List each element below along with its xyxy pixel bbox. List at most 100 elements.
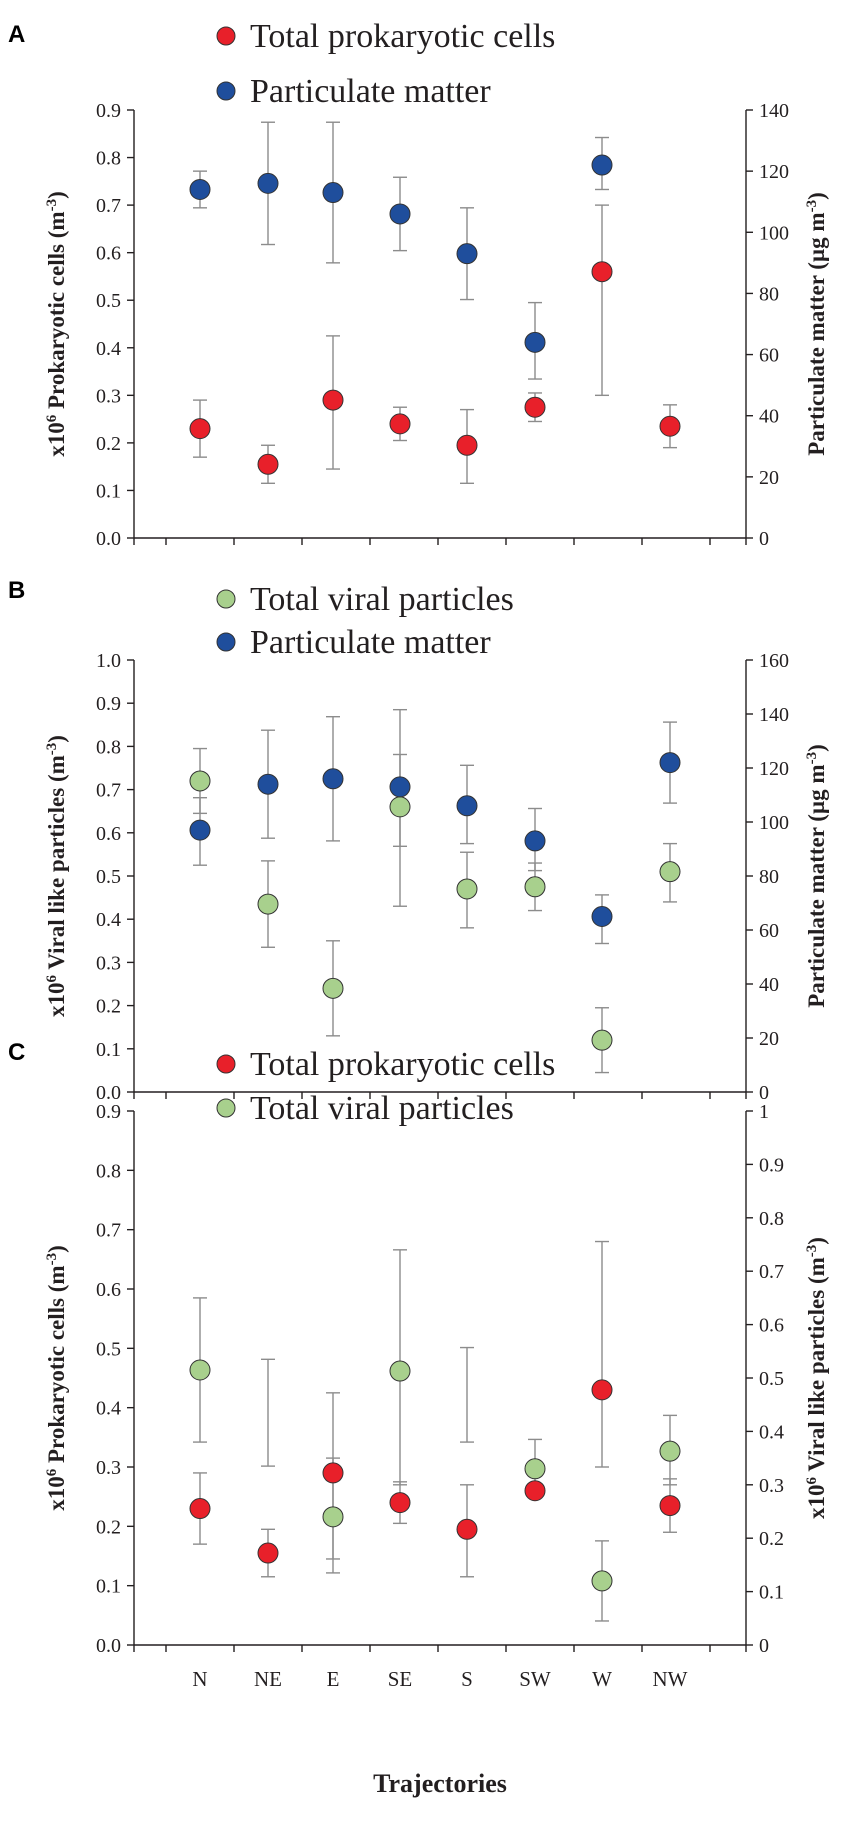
y-tick-label-left: 0.3 [96, 952, 121, 974]
chart-panel-b: B Total viral particles Particulate matter… [8, 577, 829, 1104]
error-bar [460, 1346, 474, 1443]
y-axis-label-right: Particulate matter (µg m-3) [804, 192, 829, 456]
data-point [456, 795, 478, 817]
y-axis-label-left: x106 Viral like particles (m-3) [44, 735, 69, 1017]
y-tick-label-right: 160 [759, 650, 789, 672]
data-point [257, 773, 279, 795]
data-point [456, 1518, 478, 1540]
legend-marker [216, 1098, 236, 1118]
x-tick-label: NE [254, 1667, 282, 1691]
panel-letter: C [8, 1039, 25, 1066]
data-point [322, 768, 344, 790]
y-tick-label-right: 100 [759, 222, 789, 244]
data-point [659, 1495, 681, 1517]
error-bar [261, 1358, 275, 1467]
y-tick-label-right: 140 [759, 100, 789, 122]
legend-label: Particulate matter [250, 73, 491, 110]
y-tick-label-right: 0.7 [759, 1261, 784, 1283]
y-tick-label-left: 0.4 [96, 909, 121, 931]
data-point [257, 172, 279, 194]
data-point [591, 1379, 613, 1401]
y-tick-label-right: 100 [759, 812, 789, 834]
data-point [389, 203, 411, 225]
y-tick-label-right: 0 [759, 528, 769, 550]
data-point [524, 1458, 546, 1480]
chart-panel-a: A Total prokaryotic cells Particulate matt… [8, 18, 829, 550]
y-tick-label-left: 0.8 [96, 736, 121, 758]
y-tick-label-left: 0.4 [96, 1398, 121, 1420]
data-point [659, 861, 681, 883]
legend-label: Particulate matter [250, 624, 491, 661]
y-tick-label-left: 0.2 [96, 1516, 121, 1538]
y-tick-label-left: 0.0 [96, 1082, 121, 1104]
data-point [389, 1492, 411, 1514]
legend-label: Total viral particles [250, 581, 514, 618]
y-tick-label-right: 1 [759, 1101, 769, 1123]
y-tick-label-left: 0.9 [96, 1101, 121, 1123]
y-tick-label-left: 0.7 [96, 1220, 121, 1242]
legend-marker [216, 26, 236, 46]
y-tick-label-left: 0.6 [96, 823, 121, 845]
x-tick-label: E [327, 1667, 340, 1691]
y-tick-label-right: 20 [759, 1028, 779, 1050]
y-tick-label-left: 0.7 [96, 780, 121, 802]
y-tick-label-right: 80 [759, 866, 779, 888]
y-tick-label-right: 120 [759, 758, 789, 780]
y-tick-label-left: 0.1 [96, 480, 121, 502]
panel-letter: A [8, 21, 25, 48]
data-point [524, 830, 546, 852]
y-tick-label-right: 60 [759, 345, 779, 367]
x-tick-label: SW [519, 1667, 551, 1691]
data-point [389, 796, 411, 818]
y-tick-label-left: 0.9 [96, 100, 121, 122]
legend-marker [216, 1054, 236, 1074]
data-point [189, 418, 211, 440]
y-tick-label-right: 0 [759, 1635, 769, 1657]
data-point [591, 1570, 613, 1592]
y-tick-label-left: 0.7 [96, 195, 121, 217]
data-point [456, 434, 478, 456]
error-bar [595, 1240, 609, 1468]
y-tick-label-right: 120 [759, 161, 789, 183]
legend-label: Total viral particles [250, 1090, 514, 1127]
data-point [524, 1480, 546, 1502]
x-axis-title: Trajectories [373, 1769, 507, 1798]
legend-label: Total prokaryotic cells [250, 1046, 555, 1083]
y-tick-label-left: 0.0 [96, 528, 121, 550]
chart-panel-c: C Total prokaryotic cells Total viral part… [8, 1039, 829, 1691]
y-tick-label-left: 0.6 [96, 1279, 121, 1301]
y-tick-label-right: 0.5 [759, 1368, 784, 1390]
y-tick-label-left: 0.4 [96, 338, 121, 360]
legend-marker [216, 589, 236, 609]
data-point [389, 776, 411, 798]
data-point [322, 1462, 344, 1484]
y-tick-label-left: 0.1 [96, 1039, 121, 1061]
y-tick-label-right: 0 [759, 1082, 769, 1104]
y-tick-label-right: 140 [759, 704, 789, 726]
y-tick-label-right: 0.6 [759, 1315, 784, 1337]
legend-marker [216, 632, 236, 652]
y-tick-label-left: 0.0 [96, 1635, 121, 1657]
y-tick-label-right: 0.9 [759, 1154, 784, 1176]
y-tick-label-left: 0.5 [96, 1338, 121, 1360]
y-tick-label-left: 0.8 [96, 1160, 121, 1182]
y-tick-label-right: 40 [759, 974, 779, 996]
data-point [322, 1506, 344, 1528]
y-tick-label-left: 0.3 [96, 385, 121, 407]
data-point [322, 182, 344, 204]
panel-letter: B [8, 577, 25, 604]
y-axis-label-left: x106 Prokaryotic cells (m-3) [44, 1245, 69, 1511]
data-point [257, 1542, 279, 1564]
data-point [591, 906, 613, 927]
y-tick-label-right: 20 [759, 467, 779, 489]
data-point [524, 876, 546, 898]
y-tick-label-left: 0.5 [96, 290, 121, 312]
y-tick-label-left: 0.1 [96, 1576, 121, 1598]
y-tick-label-left: 0.8 [96, 148, 121, 170]
data-point [524, 331, 546, 353]
y-tick-label-right: 0.3 [759, 1475, 784, 1497]
y-tick-label-left: 0.5 [96, 866, 121, 888]
y-tick-label-left: 1.0 [96, 650, 121, 672]
data-point [189, 819, 211, 841]
